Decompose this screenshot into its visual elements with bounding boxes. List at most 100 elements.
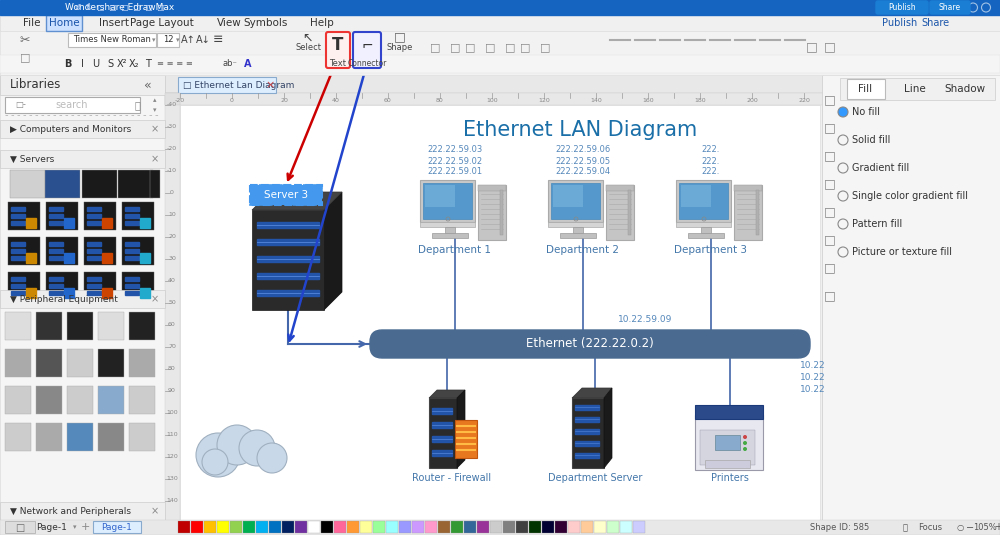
Bar (46, 272, 78, 300)
Bar (68, 33, 156, 47)
Bar (0, 30, 1000, 75)
Bar (125, 214, 139, 218)
Text: Department 2: Department 2 (546, 245, 620, 255)
Text: 90: 90 (168, 388, 176, 394)
Text: 80: 80 (436, 98, 444, 103)
Text: ▾: ▾ (176, 37, 180, 43)
Bar (0, 120, 165, 138)
Bar (49, 214, 63, 218)
Text: □ Ethernet Lan Diagram: □ Ethernet Lan Diagram (183, 80, 294, 89)
Bar (125, 277, 139, 281)
Text: search: search (55, 100, 88, 110)
Bar (46, 202, 78, 230)
Bar (432, 450, 452, 456)
Text: ✂: ✂ (20, 34, 30, 47)
Text: 160: 160 (642, 98, 654, 103)
Bar (64, 288, 74, 298)
Bar (432, 408, 452, 414)
Bar (840, 78, 995, 100)
Bar (679, 183, 728, 219)
Text: Publish: Publish (882, 18, 918, 28)
Text: File: File (23, 18, 41, 28)
Bar (87, 221, 101, 225)
Text: ab⁻: ab⁻ (223, 59, 237, 68)
Bar (252, 210, 324, 310)
Text: T: T (145, 59, 151, 69)
Circle shape (202, 449, 228, 475)
Bar (46, 237, 78, 265)
Text: Libraries: Libraries (10, 79, 61, 91)
Text: Single color gradient fill: Single color gradient fill (852, 191, 968, 201)
Text: □: □ (824, 233, 836, 247)
Bar (0, 290, 165, 308)
Text: □: □ (824, 205, 836, 218)
Bar (26, 218, 36, 228)
Text: Line: Line (904, 84, 926, 94)
Bar (606, 185, 634, 191)
Bar (555, 521, 567, 533)
Polygon shape (457, 390, 465, 468)
Bar (11, 207, 25, 211)
Bar (11, 249, 25, 253)
Bar (165, 93, 825, 105)
Bar (36, 349, 62, 377)
Text: I: I (81, 59, 83, 69)
Text: View: View (217, 18, 241, 28)
Text: Page-1: Page-1 (102, 523, 132, 532)
Text: 222.: 222. (702, 146, 720, 155)
Text: -30: -30 (167, 125, 177, 129)
Text: Share: Share (921, 18, 949, 28)
Bar (373, 521, 385, 533)
Text: 222.: 222. (702, 157, 720, 165)
Bar (0, 0, 1000, 15)
Bar (628, 190, 631, 235)
Bar (122, 202, 154, 230)
Bar (464, 521, 476, 533)
Bar (36, 386, 62, 414)
Bar (125, 242, 139, 246)
Bar (129, 312, 155, 340)
Text: ▾: ▾ (152, 37, 156, 43)
Bar (11, 277, 25, 281)
Bar (548, 222, 603, 227)
Bar (360, 521, 372, 533)
Text: ×: × (151, 124, 159, 134)
Text: □: □ (485, 42, 495, 52)
Text: 180: 180 (694, 98, 706, 103)
Bar (93, 521, 141, 533)
Bar (87, 207, 101, 211)
Bar (0, 15, 1000, 31)
Bar (334, 521, 346, 533)
Bar (412, 521, 424, 533)
Bar (607, 521, 619, 533)
Text: 130: 130 (166, 477, 178, 482)
Text: 140: 140 (166, 499, 178, 503)
Text: □: □ (824, 149, 836, 163)
Bar (102, 288, 112, 298)
Bar (438, 521, 450, 533)
Text: Department Server: Department Server (548, 473, 642, 483)
FancyBboxPatch shape (930, 1, 970, 14)
Bar (451, 521, 463, 533)
Bar (715, 435, 740, 450)
Bar (87, 291, 101, 295)
Bar (129, 423, 155, 451)
Bar (620, 521, 632, 533)
Text: 60: 60 (168, 323, 176, 327)
Bar (46, 15, 82, 31)
Bar (695, 415, 763, 470)
Bar (257, 256, 319, 262)
Text: ×: × (265, 80, 275, 90)
Bar (84, 272, 116, 300)
Text: A: A (244, 59, 252, 69)
Text: ≡ ≡ ≡ ≡: ≡ ≡ ≡ ≡ (157, 59, 193, 68)
Text: Ethernet (222.22.0.2): Ethernet (222.22.0.2) (526, 338, 654, 350)
Bar (705, 460, 750, 468)
Bar (165, 93, 180, 105)
Text: 105%: 105% (973, 523, 997, 532)
Circle shape (257, 443, 287, 473)
Text: Picture or texture fill: Picture or texture fill (852, 247, 952, 257)
Bar (420, 180, 475, 222)
Bar (49, 242, 63, 246)
Text: Connector: Connector (347, 58, 387, 67)
